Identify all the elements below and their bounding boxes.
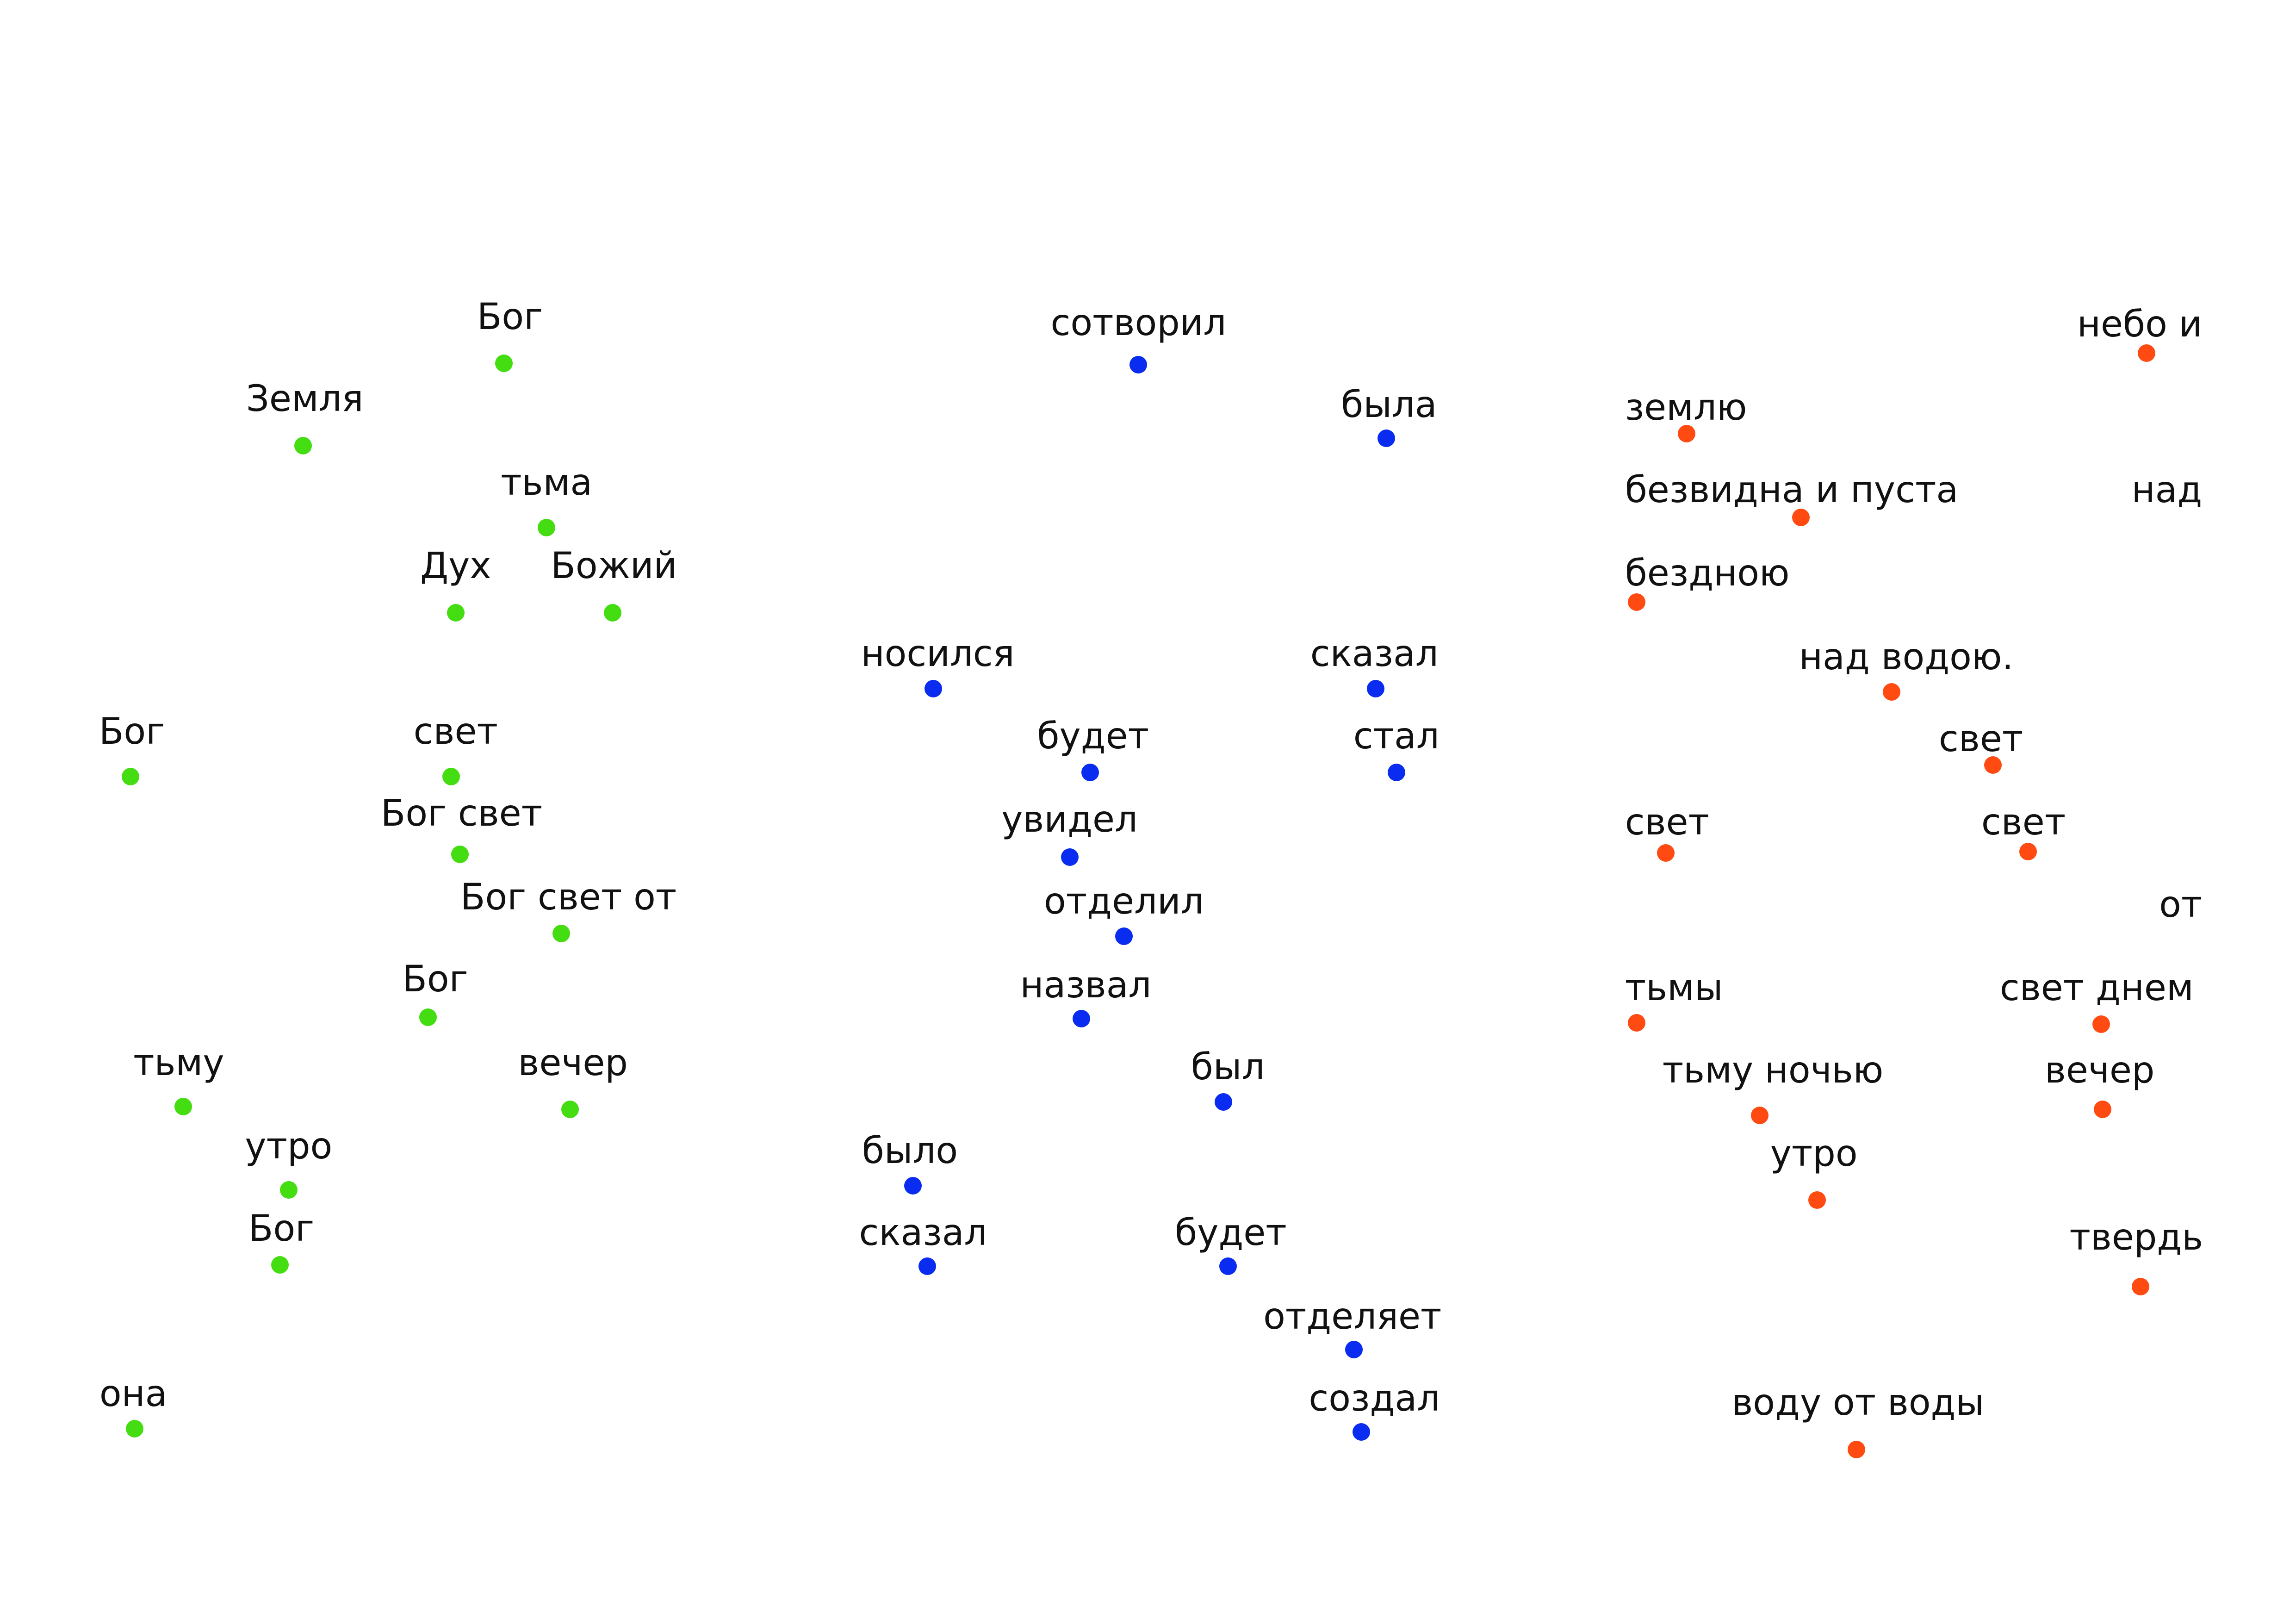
word-point: [2092, 1015, 2110, 1033]
word-point: [1848, 1440, 1866, 1458]
word-point: [1219, 1257, 1237, 1275]
word-point: [2094, 1101, 2111, 1119]
word-label: твердь: [2069, 1216, 2203, 1258]
word-label: сотворил: [1050, 302, 1227, 344]
word-label: она: [99, 1373, 168, 1415]
word-point: [126, 1420, 144, 1438]
word-label: сказал: [1310, 633, 1439, 675]
word-point: [1883, 683, 1901, 701]
word-label: Бог: [248, 1207, 315, 1250]
word-point: [1792, 508, 1810, 526]
word-label: безвидна и пуста: [1625, 469, 1959, 511]
word-label: будет: [1175, 1212, 1287, 1254]
word-point: [1377, 429, 1395, 447]
word-point: [1387, 763, 1405, 781]
word-point: [1628, 593, 1646, 611]
word-point: [2019, 842, 2037, 860]
word-label: Бог: [402, 958, 468, 1001]
word-point: [1657, 844, 1675, 862]
word-label: отделяет: [1263, 1295, 1442, 1338]
word-point: [1751, 1106, 1769, 1124]
word-point: [904, 1176, 922, 1195]
word-point: [603, 604, 621, 622]
word-label: утро: [245, 1126, 333, 1168]
word-label: свет: [1939, 718, 2023, 760]
word-label: сказал: [859, 1212, 987, 1254]
word-point: [495, 355, 513, 373]
word-label: увидел: [1001, 799, 1138, 841]
word-point: [121, 768, 139, 786]
word-label: стал: [1353, 715, 1440, 757]
word-label: тьму: [133, 1042, 224, 1084]
word-label: Земля: [246, 378, 364, 420]
word-point: [451, 846, 469, 864]
word-label: будет: [1037, 715, 1149, 757]
word-label: создал: [1309, 1377, 1440, 1419]
word-label: тьму ночью: [1662, 1049, 1884, 1091]
word-point: [1352, 1423, 1370, 1441]
word-label: тьма: [501, 461, 593, 504]
word-point: [447, 604, 465, 622]
word-label: от: [2159, 884, 2203, 926]
word-point: [561, 1101, 579, 1119]
word-label: Божий: [551, 545, 677, 587]
word-point: [1072, 1009, 1090, 1027]
word-point: [1808, 1191, 1826, 1209]
word-point: [1984, 756, 2002, 774]
word-label: Бог: [477, 296, 543, 338]
word-point: [925, 680, 943, 698]
word-label: свет: [1625, 802, 1709, 844]
word-point: [2138, 344, 2155, 362]
word-label: назвал: [1020, 964, 1152, 1006]
word-label: Бог свет от: [460, 876, 677, 918]
word-point: [552, 925, 570, 943]
word-label: над водою.: [1799, 636, 2014, 678]
word-label: небо и: [2077, 303, 2203, 345]
word-point: [419, 1008, 437, 1026]
word-label: Дух: [420, 545, 491, 587]
word-label: Бог: [99, 711, 165, 753]
word-point: [1215, 1093, 1233, 1111]
word-point: [294, 436, 312, 454]
word-point: [1061, 848, 1079, 866]
word-point: [918, 1257, 937, 1275]
word-point: [174, 1097, 192, 1115]
word-point: [279, 1181, 298, 1199]
word-point: [442, 768, 460, 786]
word-point: [1677, 425, 1695, 443]
word-point: [538, 518, 556, 536]
word-label: отделил: [1044, 881, 1204, 923]
word-point: [1628, 1014, 1646, 1032]
word-point: [2132, 1278, 2150, 1296]
word-point: [1367, 680, 1385, 698]
word-label: носился: [861, 633, 1015, 675]
word-label: вечер: [518, 1042, 628, 1084]
word-point: [1345, 1341, 1363, 1359]
word-label: свет: [1981, 802, 2066, 844]
word-point: [271, 1256, 289, 1274]
word-label: вечер: [2044, 1049, 2155, 1091]
word-label: была: [1341, 384, 1437, 426]
word-label: утро: [1770, 1133, 1858, 1175]
word-label: землю: [1625, 387, 1747, 429]
word-point: [1129, 356, 1148, 374]
word-label: свет днем: [1999, 967, 2194, 1009]
word-label: бездною: [1625, 553, 1790, 595]
word-label: свет: [413, 711, 498, 753]
word-label: было: [862, 1130, 958, 1172]
word-label: тьмы: [1625, 967, 1723, 1009]
word-point: [1081, 763, 1099, 781]
word-label: Бог свет: [380, 793, 543, 835]
word-label: воду от воды: [1731, 1382, 1985, 1424]
word-label: был: [1191, 1046, 1265, 1089]
word-point: [1115, 927, 1133, 946]
word-label: над: [2131, 469, 2203, 511]
